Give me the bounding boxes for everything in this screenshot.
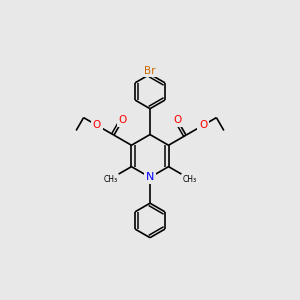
Text: O: O [173,115,181,125]
Text: CH₃: CH₃ [182,175,196,184]
Text: O: O [118,115,127,125]
Text: N: N [146,172,154,182]
Text: CH₃: CH₃ [104,175,118,184]
Text: Br: Br [144,66,156,76]
Text: O: O [199,120,207,130]
Text: O: O [93,120,101,130]
